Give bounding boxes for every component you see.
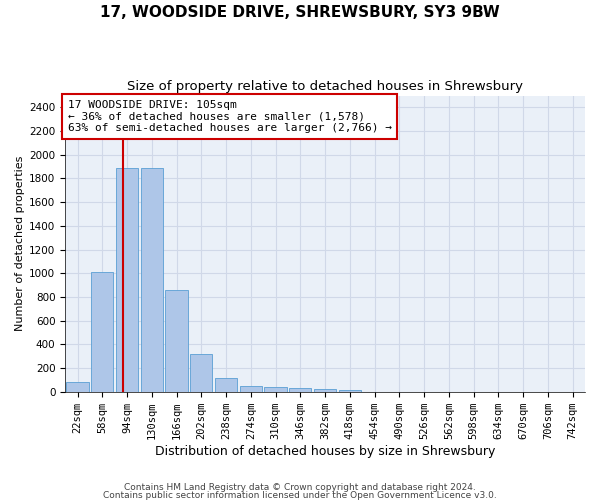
Bar	[91, 272, 113, 392]
Y-axis label: Number of detached properties: Number of detached properties	[15, 156, 25, 332]
Bar	[166, 290, 188, 392]
Bar	[116, 168, 138, 392]
Bar	[239, 386, 262, 392]
Bar	[140, 168, 163, 392]
Bar	[338, 390, 361, 392]
Text: Contains HM Land Registry data © Crown copyright and database right 2024.: Contains HM Land Registry data © Crown c…	[124, 484, 476, 492]
Text: 17 WOODSIDE DRIVE: 105sqm
← 36% of detached houses are smaller (1,578)
63% of se: 17 WOODSIDE DRIVE: 105sqm ← 36% of detac…	[68, 100, 392, 133]
Text: Contains public sector information licensed under the Open Government Licence v3: Contains public sector information licen…	[103, 490, 497, 500]
Bar	[67, 382, 89, 392]
Text: 17, WOODSIDE DRIVE, SHREWSBURY, SY3 9BW: 17, WOODSIDE DRIVE, SHREWSBURY, SY3 9BW	[100, 5, 500, 20]
Bar	[314, 390, 336, 392]
X-axis label: Distribution of detached houses by size in Shrewsbury: Distribution of detached houses by size …	[155, 444, 495, 458]
Bar	[190, 354, 212, 392]
Bar	[289, 388, 311, 392]
Bar	[265, 387, 287, 392]
Bar	[215, 378, 237, 392]
Title: Size of property relative to detached houses in Shrewsbury: Size of property relative to detached ho…	[127, 80, 523, 93]
